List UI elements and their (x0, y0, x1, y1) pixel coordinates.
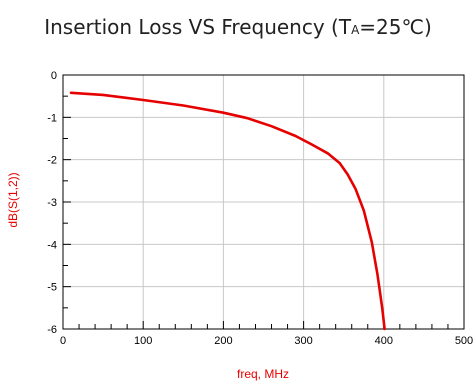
x-tick-label-2: 200 (214, 335, 232, 347)
y-tick-label-5: -5 (47, 282, 57, 294)
chart-title: Insertion Loss VS Frequency (TA=25℃) (44, 15, 432, 39)
y-tick-label-3: -3 (47, 197, 57, 209)
x-tick-label-1: 100 (134, 335, 152, 347)
y-tick-label-6: -6 (47, 324, 57, 336)
y-tick-label-0: 0 (51, 70, 57, 82)
plot-area: 0 100 200 300 400 500 0 -1 -2 -3 -4 -5 -6 (47, 70, 473, 347)
x-axis-label: freq, MHz (237, 367, 289, 381)
chart-title-subscript: A (351, 23, 360, 37)
y-tick-label-2: -2 (47, 155, 57, 167)
x-tick-label-5: 500 (455, 335, 473, 347)
x-tick-label-0: 0 (60, 335, 66, 347)
chart-title-tail: =25℃) (359, 15, 431, 39)
x-tick-label-3: 300 (294, 335, 312, 347)
y-tick-label-4: -4 (47, 239, 57, 251)
chart-title-main: Insertion Loss VS Frequency (T (44, 15, 352, 39)
y-axis-label: dB(S(1,2)) (6, 172, 20, 227)
y-tick-label-1: -1 (47, 112, 57, 124)
x-tick-label-4: 400 (375, 335, 393, 347)
series-line-0 (69, 91, 386, 331)
